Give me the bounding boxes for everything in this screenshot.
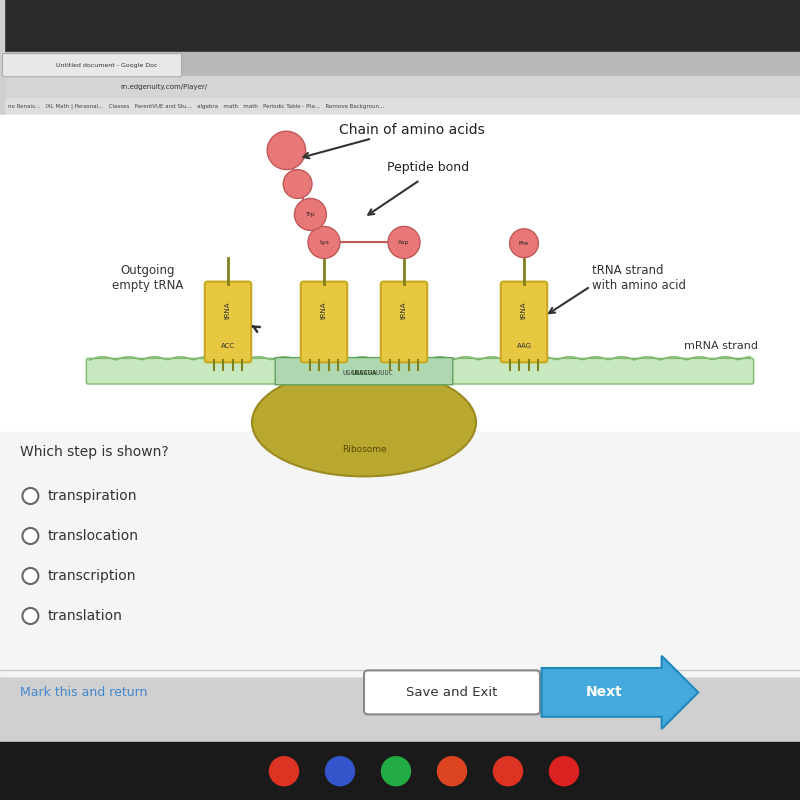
Text: Untitled document - Google Doc: Untitled document - Google Doc (56, 62, 158, 68)
Text: tRNA: tRNA (401, 302, 407, 319)
Text: transcription: transcription (48, 569, 137, 583)
Circle shape (549, 756, 579, 786)
Circle shape (381, 756, 411, 786)
Bar (0, 98, 800, 115)
Text: tRNA: tRNA (521, 302, 527, 319)
Text: Save and Exit: Save and Exit (406, 686, 498, 699)
Text: UUUCUA: UUUCUA (351, 370, 377, 376)
Text: UGGAAAGAUUUC: UGGAAAGAUUUC (342, 370, 394, 376)
Circle shape (510, 229, 538, 258)
Text: Mark this and return: Mark this and return (20, 686, 147, 698)
FancyBboxPatch shape (542, 656, 698, 729)
FancyBboxPatch shape (501, 282, 547, 362)
Bar (0, 115, 800, 432)
Text: translation: translation (48, 609, 123, 623)
Circle shape (22, 568, 38, 584)
FancyBboxPatch shape (275, 358, 453, 385)
Text: transpiration: transpiration (48, 489, 138, 503)
Text: Peptide bond: Peptide bond (387, 162, 469, 174)
Bar (0, 52, 800, 76)
Circle shape (388, 226, 420, 258)
Bar (0, 0, 4, 800)
Text: Lys: Lys (319, 240, 329, 245)
Bar (0, 115, 800, 676)
Text: translocation: translocation (48, 529, 139, 543)
Text: AAG: AAG (517, 342, 531, 349)
Bar (0, 432, 800, 676)
Circle shape (437, 756, 467, 786)
Circle shape (22, 528, 38, 544)
Text: Chain of amino acids: Chain of amino acids (339, 122, 485, 137)
FancyBboxPatch shape (86, 358, 754, 384)
Text: tRNA strand
with amino acid: tRNA strand with amino acid (592, 265, 686, 293)
Circle shape (325, 756, 355, 786)
Circle shape (269, 756, 299, 786)
Circle shape (22, 608, 38, 624)
Text: Trp: Trp (306, 212, 315, 217)
Text: Outgoing
empty tRNA: Outgoing empty tRNA (112, 265, 184, 293)
Bar (0, 76, 800, 98)
Circle shape (294, 198, 326, 230)
Bar (0, 742, 800, 800)
Text: rn.edgenuity.com/Player/: rn.edgenuity.com/Player/ (120, 84, 207, 90)
FancyBboxPatch shape (2, 54, 182, 77)
Text: tRNA: tRNA (321, 302, 327, 319)
FancyBboxPatch shape (205, 282, 251, 362)
Text: tRNA: tRNA (225, 302, 231, 319)
Text: Phe: Phe (519, 241, 529, 246)
Text: no Renais...   IXL Math | Personal...   Classes   ParentVUE and Stu...   algebra: no Renais... IXL Math | Personal... Clas… (8, 104, 384, 109)
Circle shape (308, 226, 340, 258)
Circle shape (493, 756, 523, 786)
Bar (0, 0, 800, 52)
Text: Asp: Asp (398, 240, 410, 245)
FancyBboxPatch shape (381, 282, 427, 362)
Text: ACC: ACC (221, 342, 235, 349)
Text: mRNA strand: mRNA strand (684, 342, 758, 351)
FancyBboxPatch shape (301, 282, 347, 362)
Ellipse shape (252, 368, 476, 477)
Text: Ribosome: Ribosome (342, 445, 386, 454)
Circle shape (22, 488, 38, 504)
Text: Which step is shown?: Which step is shown? (20, 445, 169, 459)
FancyBboxPatch shape (364, 670, 540, 714)
Circle shape (267, 131, 306, 170)
Text: Next: Next (586, 686, 622, 699)
Circle shape (283, 170, 312, 198)
